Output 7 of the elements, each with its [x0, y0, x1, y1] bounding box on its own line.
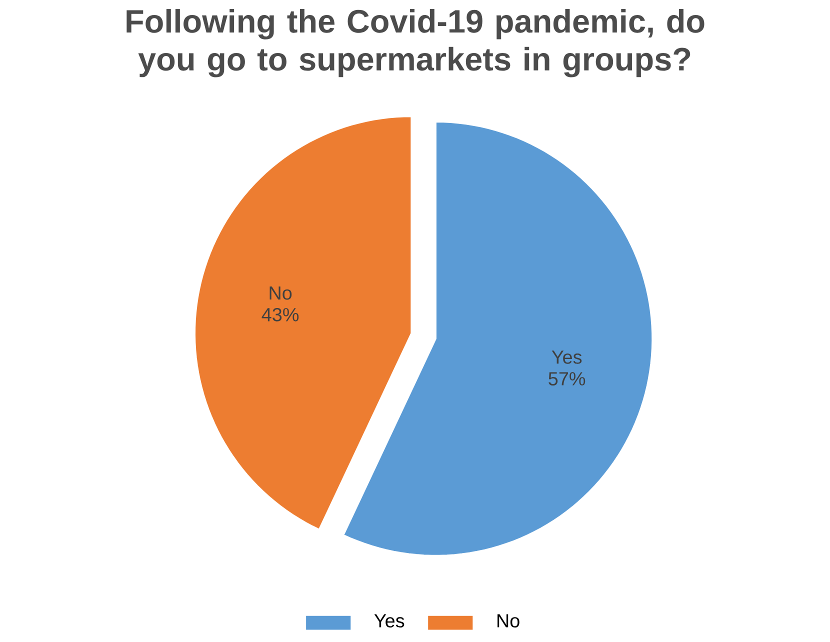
chart-title: Following the Covid-19 pandemic, do you go to supermarkets in groups? [126, 8, 704, 78]
data-label: 57% [548, 372, 586, 386]
data-label: 43% [262, 308, 299, 322]
slice-label: No [270, 286, 292, 300]
slice-label: Yes [552, 350, 582, 364]
legend-label: No [498, 614, 520, 628]
legend-label: Yes [374, 614, 404, 628]
